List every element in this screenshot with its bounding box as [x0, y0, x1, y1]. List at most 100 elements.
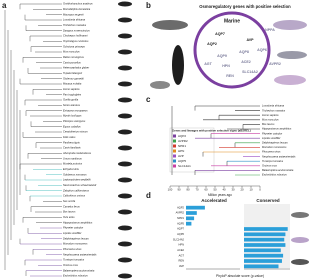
species-name: Camelus ferus — [63, 204, 80, 208]
animal-icon — [291, 259, 309, 265]
legend-swatch — [173, 149, 176, 153]
species-name: Ochotona princeps — [63, 44, 85, 48]
species-name: Pan troglodytes — [63, 92, 82, 96]
legend-swatch — [173, 139, 176, 143]
legend-box — [169, 127, 215, 173]
x-tick-label: 50 — [213, 188, 217, 192]
animal-icon — [274, 75, 306, 85]
marine-circle — [193, 11, 271, 89]
animal-icon — [273, 20, 307, 30]
species-name: Tursiops truncatus — [63, 258, 85, 262]
species-name: Lipotes vexillifer — [262, 136, 281, 140]
species-name: Neophocaena asiaeorientalis — [63, 252, 97, 256]
y-tick-label: AQP2 — [177, 205, 184, 209]
animal-icon — [118, 225, 132, 231]
y-tick-label: AQP5 — [177, 221, 184, 225]
gene-label: AQP7 — [215, 32, 225, 36]
species-name: Dasypus novemcinctus — [63, 28, 90, 32]
animal-icon — [118, 257, 132, 263]
gene-label: HPN — [222, 64, 230, 68]
species-name: Sus scrofa — [63, 199, 76, 203]
species-name: Lipotes vexillifer — [63, 231, 82, 235]
bar — [244, 243, 286, 247]
species-name: Neophocaena asiaeorientalis — [262, 154, 296, 158]
legend-label: NPR1 — [178, 144, 186, 148]
x-tick-label: 20 — [240, 188, 244, 192]
species-name: Ceratotherium simum — [63, 130, 89, 134]
species-name: Ovis aries — [63, 215, 75, 219]
animal-icon — [118, 1, 132, 7]
animal-icon — [118, 145, 132, 151]
y-tick-label: SLC14A2 — [173, 237, 185, 241]
legend-swatch — [173, 159, 176, 163]
species-name: Ursus maritimus — [63, 156, 82, 160]
species-name: Ornithorhynchus anatinus — [63, 2, 93, 6]
species-name: Eschrichtius robustus — [63, 274, 88, 278]
bar — [244, 232, 286, 237]
animal-icon — [118, 113, 132, 119]
species-name: Orcinus orca — [63, 263, 78, 267]
species-name: Homo sapiens — [262, 113, 279, 117]
species-name: Gorilla gorilla — [63, 98, 79, 102]
animal-icon — [118, 177, 132, 183]
species-name: Rattus norvegicus — [63, 55, 84, 59]
y-tick-label: AQP7 — [177, 227, 184, 231]
gene-label: AGT — [204, 62, 212, 66]
bar — [186, 211, 197, 215]
gene-label: AVP — [246, 38, 254, 42]
panel-label: b — [146, 1, 151, 10]
bar — [244, 248, 281, 253]
gene-label: AQP8 — [239, 50, 249, 54]
x-tick-label: 70 — [195, 188, 199, 192]
species-name: Hippopotamus amphibius — [262, 127, 292, 131]
gene-label: AQP9 — [217, 54, 227, 58]
animal-icon — [172, 45, 184, 85]
gene-label: REN — [226, 74, 234, 78]
animal-icon — [118, 209, 132, 215]
legend-label: SLC14A1 — [178, 164, 191, 168]
animal-icon — [118, 97, 132, 103]
species-name: Panthera tigris — [63, 140, 80, 144]
b-title: Osmoregulatory genes with positive selec… — [199, 4, 291, 9]
species-name: Physeter catodon — [262, 131, 283, 135]
species-name: Zalophus californianus — [62, 188, 90, 192]
y-tick-label: AVPR2 — [176, 211, 185, 215]
panel-label: a — [2, 1, 7, 10]
species-name: Balaenoptera acutorostrata — [262, 168, 294, 172]
species-name: Hippopotamus amphibius — [63, 220, 93, 224]
animal-icon — [118, 193, 132, 199]
species-name: Delphinapterus leucas — [63, 236, 89, 240]
y-tick-label: REN — [179, 259, 185, 263]
species-name: Mus musculus — [63, 50, 80, 54]
legend-title: Genes and lineages with positive selecti… — [172, 129, 251, 133]
x-tick-label: 60 — [204, 188, 208, 192]
x-tick-label: 10 — [249, 188, 253, 192]
animal-icon — [291, 237, 309, 243]
species-name: Mustela putorius — [63, 162, 83, 166]
species-name: Otolemur garnettii — [63, 76, 84, 80]
species-name: Trichechus manatus — [262, 108, 286, 112]
gene-label: AQP2 — [207, 42, 217, 46]
bar — [186, 205, 205, 210]
species-name: Myotis lucifugus — [63, 114, 82, 118]
legend-label: AVPR2 — [178, 139, 188, 143]
animal-icon — [118, 129, 132, 135]
species-name: Phocoena sinus — [63, 247, 82, 251]
species-name: Delphinapterus leucas — [262, 140, 288, 144]
gene-label: AVPR2 — [269, 62, 281, 66]
legend-swatch — [173, 134, 176, 138]
species-name: Enhydra lutris — [63, 167, 80, 171]
animal-icon — [118, 65, 132, 71]
species-name: Macropus eugenii — [63, 12, 84, 16]
species-name: Eschrichtius robustus — [262, 173, 287, 177]
legend-label: HPN — [178, 149, 184, 153]
animal-icon — [118, 17, 132, 23]
species-name: Neomonachus schauinslandi — [63, 183, 97, 187]
species-name: Balaenoptera acutorostrata — [63, 268, 95, 272]
animal-icon — [277, 51, 307, 59]
gene-label: NPPA — [265, 28, 275, 32]
species-name: Trichechus manatus — [63, 23, 87, 27]
species-name: Pteropus vampyrus — [63, 119, 86, 123]
x-tick-label: 100 — [168, 188, 173, 192]
species-name: Monodon monoceros — [262, 145, 287, 149]
